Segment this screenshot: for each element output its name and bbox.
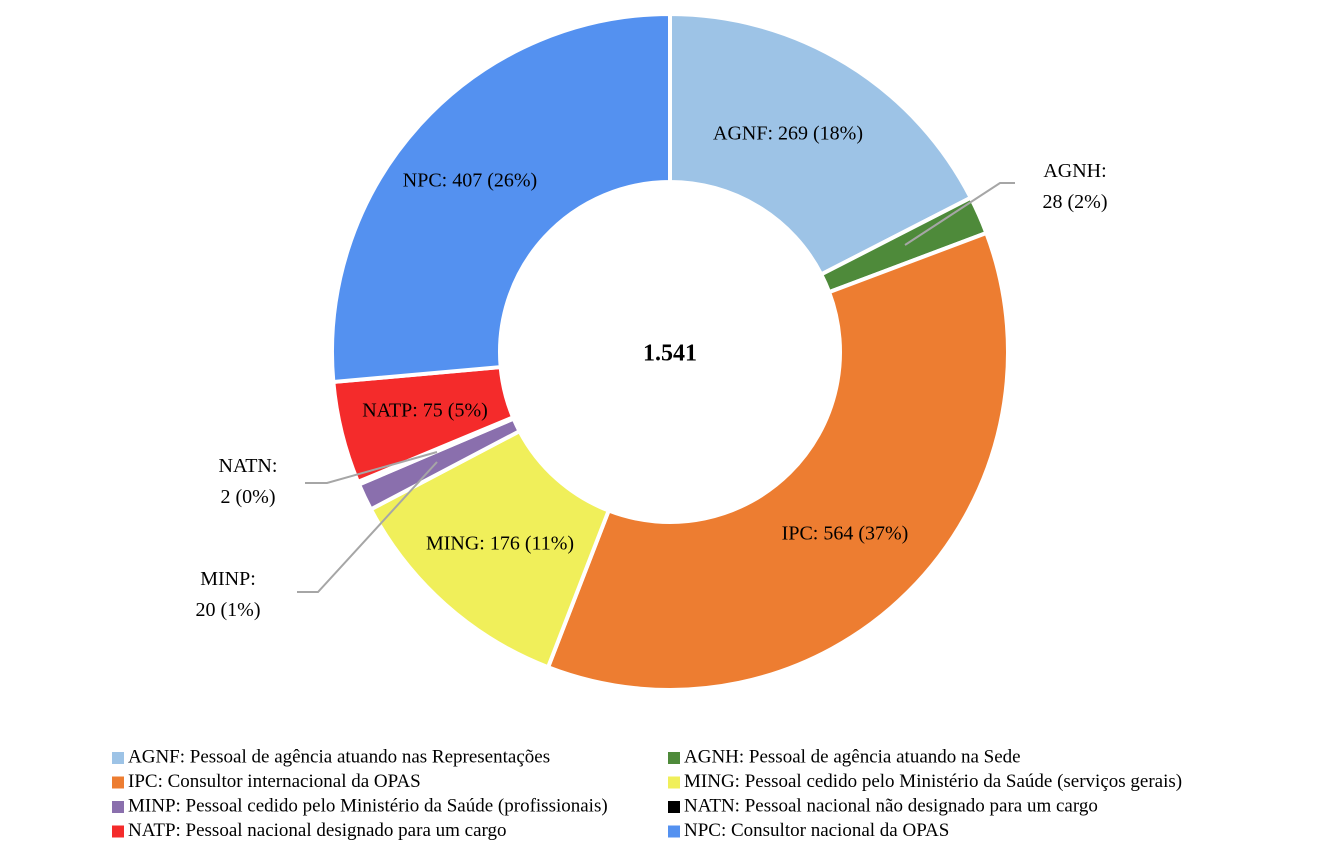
legend-swatch (112, 752, 124, 764)
data-label: MING: 176 (11%) (426, 533, 574, 555)
data-label: MINP: 20 (1%) (196, 568, 261, 621)
legend-label: NATP: Pessoal nacional designado para um… (128, 820, 507, 841)
data-label: NPC: 407 (26%) (403, 170, 537, 192)
slice (668, 11, 974, 278)
legend-label: MING: Pessoal cedido pelo Ministério da … (684, 771, 1182, 792)
legend-swatch (112, 825, 124, 838)
data-label: IPC: 564 (37%) (782, 523, 909, 545)
legend-swatch (668, 801, 680, 813)
data-label: AGNH: 28 (2%) (1043, 160, 1108, 213)
legend-swatch (668, 752, 680, 764)
data-label: NATN: 2 (0%) (219, 455, 278, 508)
slice (330, 11, 672, 385)
legend: AGNF: Pessoal de agência atuando nas Rep… (112, 746, 1182, 841)
legend-label: NATN: Pessoal nacional não designado par… (684, 795, 1098, 816)
data-labels: AGNF: 269 (18%) AGNH: 28 (2%) IPC: 564 (37%… (196, 123, 1108, 621)
legend-label: AGNH: Pessoal de agência atuando na Sede (684, 746, 1021, 767)
leader-line (305, 451, 438, 484)
legend-swatch (112, 801, 124, 813)
center-total: 1.541 (643, 341, 697, 367)
legend-swatch (668, 825, 680, 838)
legend-label: IPC: Consultor internacional da OPAS (128, 771, 421, 792)
legend-swatch (112, 776, 124, 789)
donut (330, 11, 1010, 692)
slice (545, 230, 1010, 692)
data-label: NATP: 75 (5%) (362, 400, 488, 422)
legend-label: NPC: Consultor nacional da OPAS (684, 820, 949, 841)
leader-line (297, 461, 438, 593)
data-label: AGNF: 269 (18%) (713, 123, 863, 145)
legend-swatch (668, 776, 680, 789)
leader-line (904, 182, 1015, 246)
legend-label: MINP: Pessoal cedido pelo Ministério da … (128, 795, 608, 816)
legend-label: AGNF: Pessoal de agência atuando nas Rep… (128, 746, 550, 767)
